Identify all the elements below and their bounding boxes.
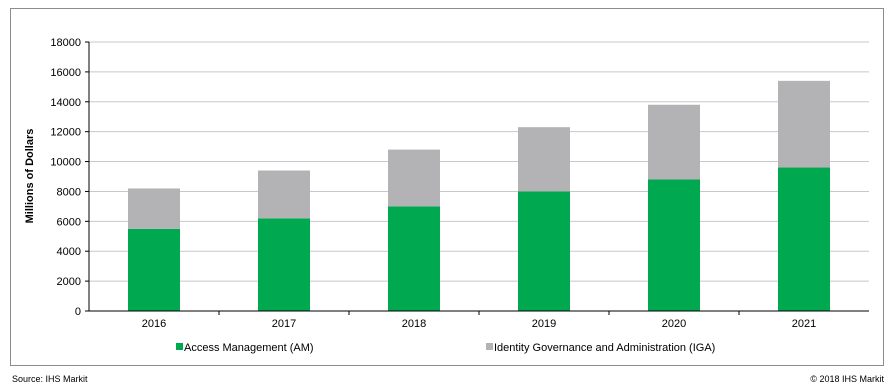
bar-iga-2018 — [388, 149, 440, 207]
bar-iga-2021 — [778, 80, 830, 168]
bar-am-2019 — [518, 191, 570, 311]
bar-iga-2016 — [128, 188, 180, 229]
x-tick-label: 2020 — [662, 318, 686, 330]
x-tick-label: 2019 — [532, 318, 556, 330]
y-tick-label: 2000 — [57, 276, 81, 288]
x-tick-label: 2016 — [142, 318, 166, 330]
axes: 0 2000 4000 6000 8000 10000 12000 14000 16000 180… — [50, 37, 869, 330]
y-tick-label: 0 — [75, 306, 81, 318]
x-tick-label: 2018 — [402, 318, 426, 330]
y-tick-label: 12000 — [50, 127, 81, 139]
bar-iga-2017 — [258, 170, 310, 219]
x-tick-label: 2017 — [272, 318, 296, 330]
y-tick-label: 14000 — [50, 97, 81, 109]
legend: Access Management (AM) Identity Governanc… — [176, 342, 715, 354]
bar-am-2017 — [258, 218, 310, 311]
bars — [128, 80, 830, 311]
y-tick-label: 6000 — [57, 216, 81, 228]
legend-label: Access Management (AM) — [184, 342, 314, 354]
legend-swatch — [486, 343, 493, 350]
gridlines — [89, 41, 869, 282]
copyright-note: © 2018 IHS Markit — [810, 374, 884, 384]
bar-am-2020 — [648, 179, 700, 311]
bar-am-2021 — [778, 167, 830, 311]
y-tick-label: 18000 — [50, 37, 81, 49]
x-tick-label: 2021 — [792, 318, 816, 330]
legend-label: Identity Governance and Administration (… — [494, 342, 715, 354]
y-tick-label: 8000 — [57, 186, 81, 198]
y-tick-label: 10000 — [50, 157, 81, 169]
legend-swatch — [176, 343, 183, 350]
y-axis-title: Millions of Dollars — [24, 129, 36, 224]
y-tick-label: 4000 — [57, 246, 81, 258]
bar-am-2018 — [388, 206, 440, 311]
y-tick-label: 16000 — [50, 67, 81, 79]
bar-iga-2020 — [648, 104, 700, 180]
source-note: Source: IHS Markit — [12, 374, 88, 384]
bar-am-2016 — [128, 228, 180, 311]
bar-iga-2019 — [518, 127, 570, 192]
